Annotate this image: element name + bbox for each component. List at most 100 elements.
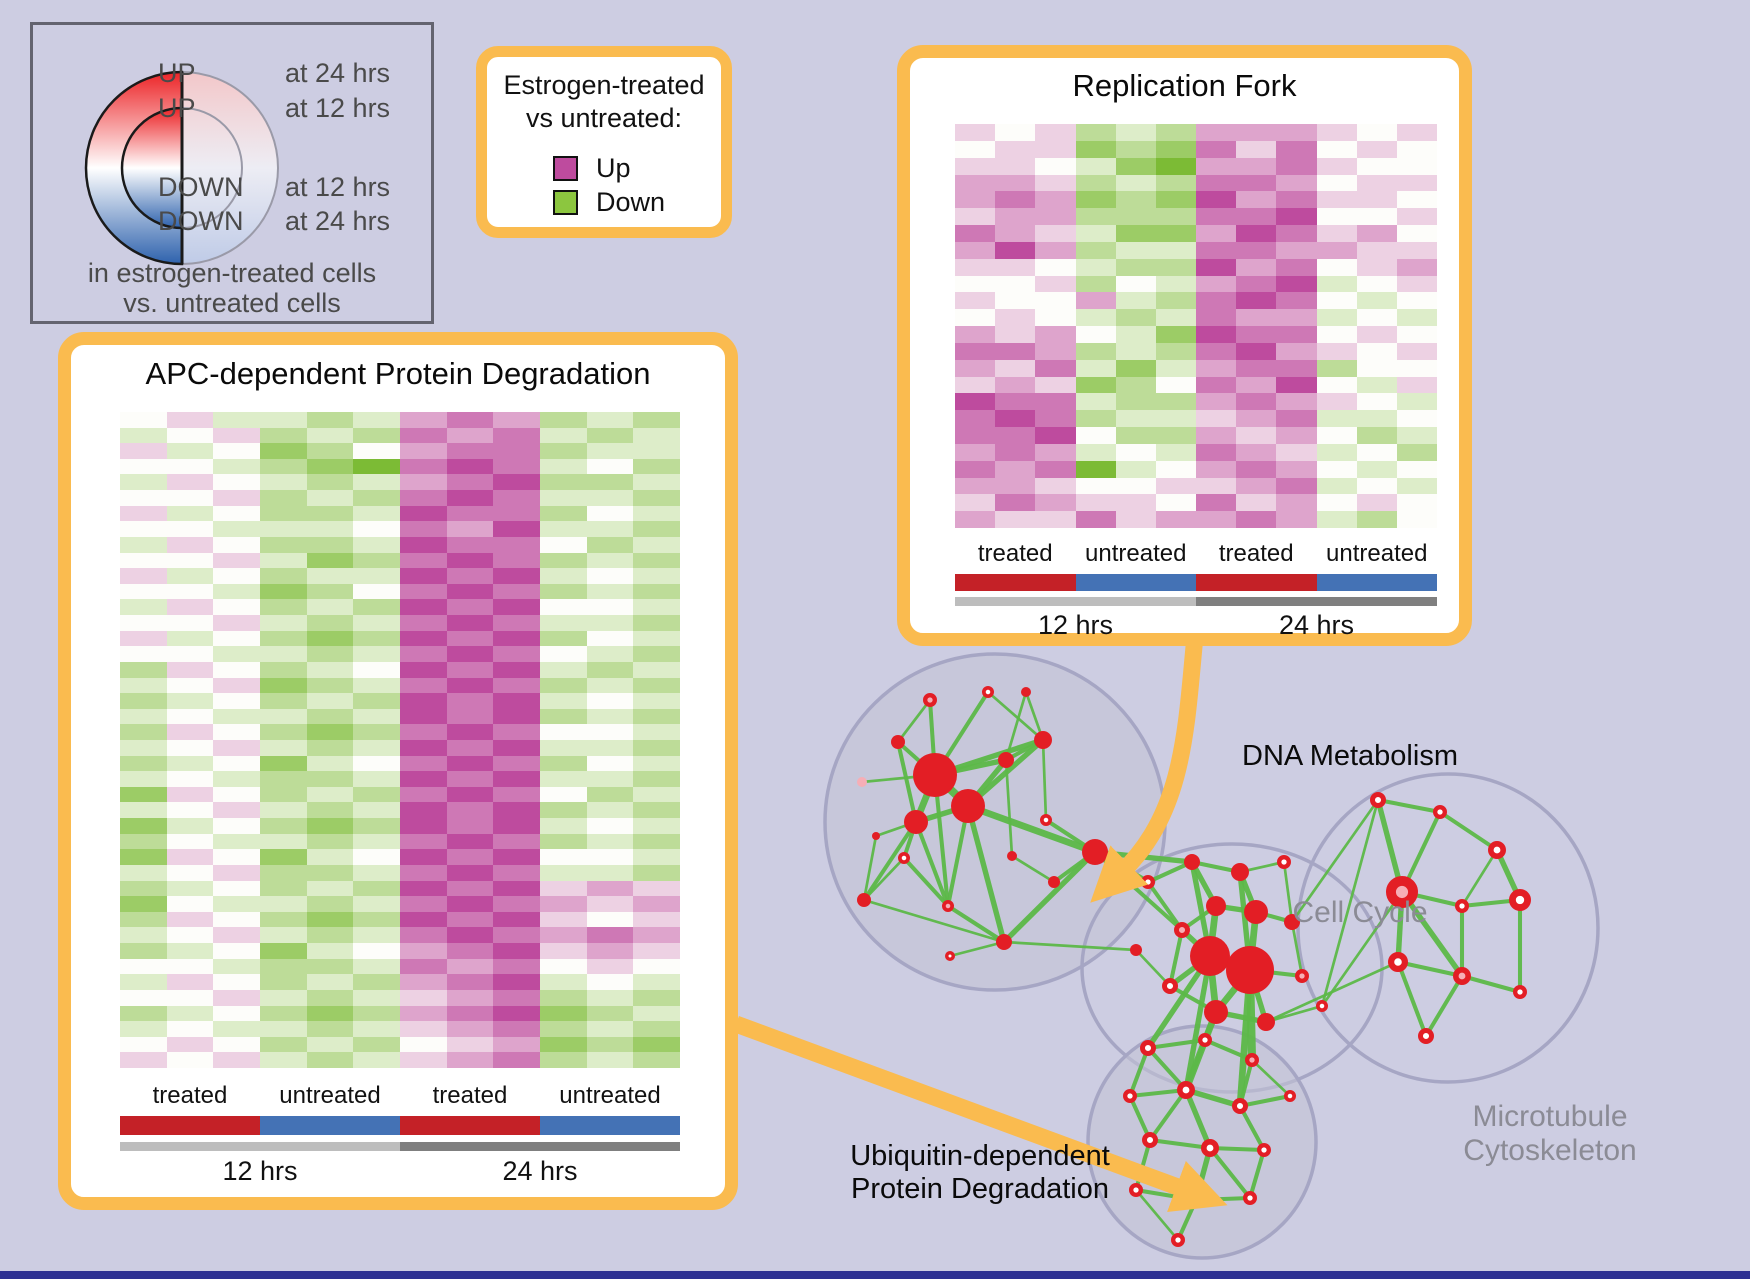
heatmap-cell [1276,393,1317,411]
heatmap-cell [306,927,354,944]
heatmap-cell [493,786,540,803]
heatmap-cell [400,755,447,772]
heatmap-cell [493,458,540,475]
heatmap-cell [1316,225,1357,242]
heatmap-cell [120,474,167,491]
heatmap-cell [306,786,354,803]
heatmap-cell [1356,208,1397,225]
heatmap-cell [120,786,167,803]
heatmap-cell [260,552,307,569]
heatmap-cell [493,427,540,444]
heatmap-cell [1196,494,1237,512]
heatmap-cell [120,1021,167,1037]
heatmap-cell [400,427,447,444]
gene-node-ring [1141,874,1156,889]
network-edge [1399,890,1465,978]
heatmap-cell [120,583,167,600]
heatmap-cell [955,258,996,276]
heatmap-cell [1196,359,1237,377]
heatmap-cell [353,802,400,819]
heatmap-cell [1035,494,1076,512]
scale-down12-time: at 12 hrs [285,172,391,202]
heatmap-cell [1356,275,1397,293]
heatmap-cell [446,646,494,662]
heatmap-cell [306,677,354,694]
heatmap-cell [493,412,540,428]
heatmap-cell [166,864,214,881]
heatmap-cell [540,739,587,756]
gene-node-ring [1171,1233,1186,1248]
heatmap-cell [260,864,307,881]
heatmap-cell [306,458,354,475]
heatmap-cell [353,1036,400,1053]
heatmap-cell [353,599,400,616]
heatmap-cell [400,646,447,662]
heatmap-cell [1035,292,1076,310]
heatmap-cell [306,989,354,1006]
heatmap-cell [1276,309,1317,326]
gene-node-solid [872,832,880,840]
heatmap-cell [120,693,167,709]
heatmap-cell [1316,511,1357,528]
heatmap-cell [1396,124,1437,141]
heatmap-cell [353,630,400,647]
heatmap-cell [120,958,167,975]
heatmap-cell [1396,292,1437,310]
heatmap-cell [353,552,400,569]
gene-node-solid [996,934,1012,950]
heatmap-cell [1155,376,1196,394]
heatmap-cell [1035,309,1076,326]
heatmap-cell [353,755,400,772]
heatmap-cell [995,427,1036,444]
heatmap-cell [995,275,1036,293]
heatmap-cell [353,739,400,756]
heatmap-cell [1236,275,1277,293]
heatmap-cell [166,427,214,444]
heatmap-cell [166,911,214,928]
rf-time-graybar [955,597,1437,606]
heatmap-cell [1075,494,1116,512]
heatmap-cell [586,552,634,569]
heatmap-cell [1316,174,1357,192]
network-edge [1128,1047,1150,1097]
network-edge [987,690,1044,742]
heatmap-cell [633,677,680,694]
heatmap-cell [120,521,167,537]
heatmap-cell [120,896,167,912]
heatmap-cell [353,536,400,553]
heatmap-cell [120,849,167,865]
heatmap-cell [955,208,996,225]
heatmap-cell [995,326,1036,343]
heatmap-cell [493,880,540,897]
heatmap-cell [1155,275,1196,293]
network-edge [1146,880,1184,932]
gene-node-solid [1034,731,1052,749]
heatmap-cell [306,724,354,740]
heatmap-cell [1075,157,1116,175]
heatmap-cell [213,864,260,881]
heatmap-cell [493,693,540,709]
heatmap-cell [1035,174,1076,192]
network-edge [1238,1105,1266,1151]
network-edge [1195,1195,1251,1203]
heatmap-cell [1196,292,1237,310]
heatmap-cell [213,427,260,444]
heatmap-cell [306,443,354,459]
gene-node-ring [1509,888,1532,911]
heatmap-cell [353,458,400,475]
heatmap-cell [1396,511,1437,528]
heatmap-cell [586,536,634,553]
heatmap-cell [493,708,540,725]
heatmap-cell [955,157,996,175]
heatmap-cell [633,1021,680,1037]
heatmap-cell [166,880,214,897]
heatmap-cell [446,864,494,881]
heatmap-cell [1115,225,1156,242]
heatmap-cell [353,708,400,725]
heatmap-cell [995,376,1036,394]
heatmap-cell [213,833,260,850]
heatmap-cell [120,1036,167,1053]
heatmap-cell [446,568,494,584]
heatmap-cell [1356,460,1397,478]
heatmap-cell [493,927,540,944]
